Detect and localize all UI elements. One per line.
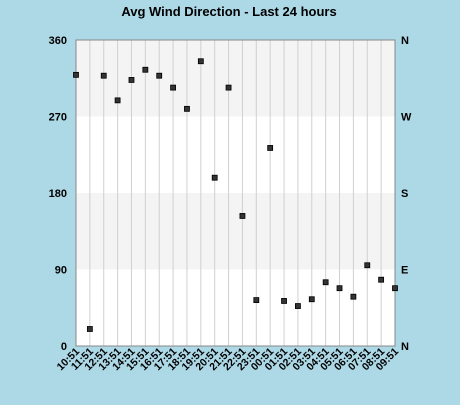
compass-label: E — [401, 265, 408, 277]
data-point — [378, 276, 385, 283]
data-point — [281, 298, 287, 304]
y-tick-label: 360 — [49, 35, 67, 47]
compass-label: N — [401, 35, 409, 47]
data-points — [73, 58, 398, 332]
data-point — [336, 285, 343, 292]
grid-lines — [75, 40, 396, 346]
data-point — [322, 279, 329, 286]
chart-title: Avg Wind Direction - Last 24 hours — [121, 4, 336, 19]
plot-band-1 — [76, 193, 395, 270]
data-point — [156, 72, 163, 79]
data-point — [253, 297, 260, 304]
y-tick-label: 90 — [55, 265, 67, 277]
data-point — [267, 145, 274, 151]
y-tick-label: 270 — [49, 112, 67, 124]
data-point — [170, 84, 176, 91]
data-point — [128, 77, 135, 83]
y-axis-ticks: 0 90 180 270 360 — [49, 35, 67, 353]
plot-band-3 — [76, 40, 395, 117]
data-point — [295, 303, 301, 309]
right-axis-compass-labels: N E S W N — [401, 35, 412, 353]
data-point — [308, 296, 315, 303]
data-point — [364, 262, 371, 269]
data-point — [142, 66, 149, 73]
data-point — [225, 84, 232, 91]
data-point — [114, 97, 121, 104]
data-point — [392, 285, 398, 292]
plot-band-2 — [76, 116, 395, 193]
data-point — [73, 71, 79, 78]
y-tick-label: 180 — [49, 188, 67, 200]
compass-label: W — [401, 112, 412, 124]
x-axis-ticks: 10:5111:5112:5113:5114:5115:5116:5117:51… — [55, 346, 402, 374]
data-point — [350, 293, 357, 300]
data-point — [86, 326, 93, 332]
data-point — [184, 105, 190, 112]
data-point — [197, 58, 204, 65]
plot-frame — [75, 39, 396, 347]
data-point — [100, 72, 107, 79]
plot-band-0 — [76, 269, 395, 346]
y-tick-label: 0 — [61, 341, 67, 353]
data-point — [211, 174, 218, 181]
compass-label: N — [401, 341, 409, 353]
compass-label: S — [401, 188, 408, 200]
data-point — [239, 213, 246, 219]
plot-bands — [76, 40, 395, 346]
